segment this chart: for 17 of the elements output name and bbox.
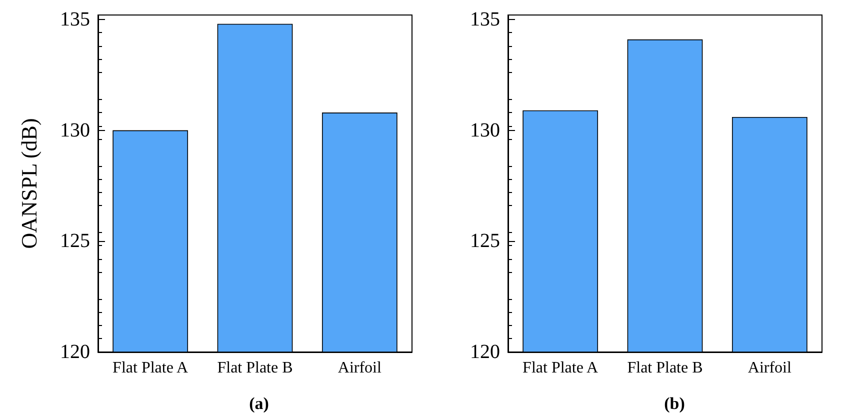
x-tick-label: Airfoil	[748, 360, 792, 376]
x-tick-label: Flat Plate A	[112, 360, 189, 376]
y-tick-label: 130	[60, 119, 90, 142]
y-tick-label: 130	[470, 119, 500, 142]
y-tick-label: 125	[60, 230, 90, 252]
y-tick-label: 135	[60, 8, 90, 30]
text: (a)	[249, 394, 269, 413]
y-tick-label: 120	[60, 341, 90, 363]
y-axis-title: OANSPL (dB)	[16, 118, 42, 249]
x-tick-label: Flat Plate B	[217, 360, 293, 376]
x-tick-label: Airfoil	[338, 360, 382, 376]
x-tick-label: Flat Plate A	[522, 360, 599, 376]
text: (b)	[664, 394, 685, 413]
y-tick-label: 135	[470, 8, 500, 30]
x-tick-label: Flat Plate B	[627, 360, 703, 376]
y-tick-label: 120	[470, 341, 500, 363]
y-tick-label: 125	[470, 230, 500, 252]
